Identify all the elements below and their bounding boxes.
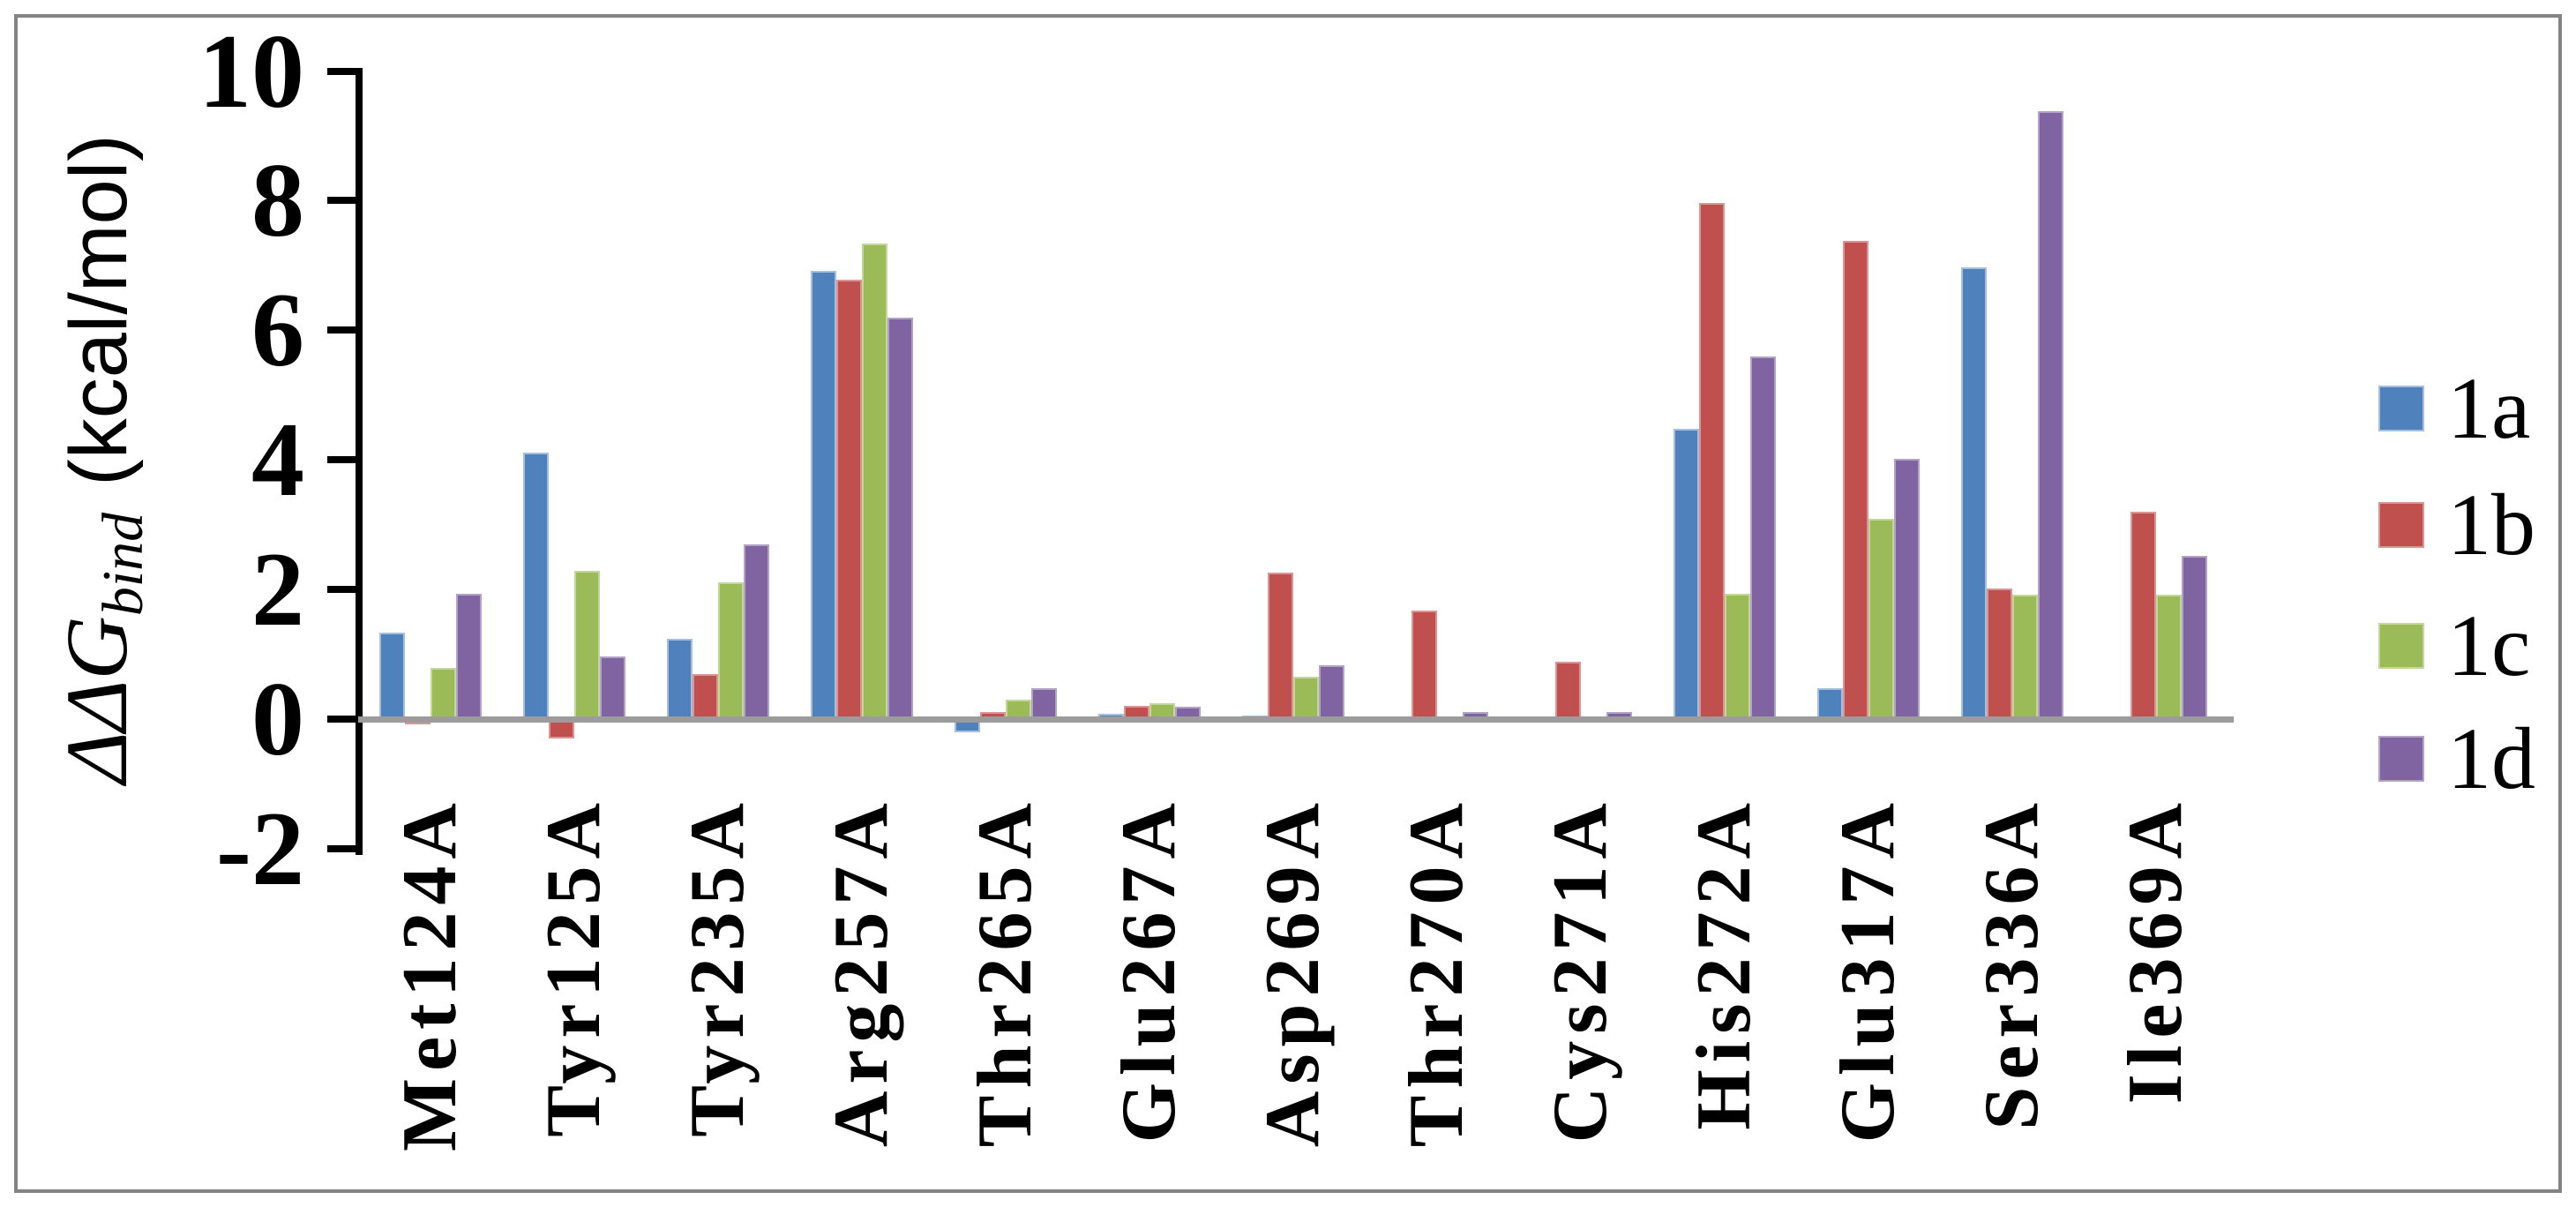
- bar-1a-Met124A: [379, 632, 405, 719]
- bar-1a-Arg257A: [811, 270, 836, 719]
- legend-label-1d: 1d: [2447, 709, 2535, 807]
- y-tick-mark-6: [327, 326, 356, 334]
- bar-1c-Tyr125A: [574, 570, 600, 719]
- bar-1b-Cys271A: [1555, 662, 1581, 719]
- y-tick-mark-4: [327, 456, 356, 464]
- bar-1b-Arg257A: [836, 280, 862, 719]
- bar-1d-Ser336A: [2038, 111, 2063, 719]
- bar-1b-Thr270A: [1412, 611, 1437, 719]
- bar-1b-Glu317A: [1843, 240, 1868, 719]
- bar-1b-Tyr235A: [693, 673, 718, 719]
- bar-1a-Ser336A: [1961, 267, 1987, 719]
- bar-1c-His272A: [1725, 593, 1750, 719]
- legend-swatch-1c: [2378, 623, 2424, 669]
- y-tick-label-8: 8: [251, 141, 304, 259]
- x-category-label-Glu317A: Glu317A: [1825, 796, 1911, 1143]
- bar-1c-Ser336A: [2012, 594, 2038, 719]
- legend-label-1b: 1b: [2447, 476, 2535, 574]
- x-category-label-Ile369A: Ile369A: [2113, 796, 2198, 1105]
- x-category-label-Asp269A: Asp269A: [1250, 796, 1336, 1148]
- y-tick-label-0: 0: [251, 660, 304, 777]
- x-category-label-Thr265A: Thr265A: [962, 796, 1048, 1148]
- y-tick-mark-0: [327, 716, 356, 723]
- y-tick-label-10: 10: [198, 11, 304, 130]
- bar-1d-His272A: [1750, 356, 1776, 719]
- y-tick-mark--2: [327, 844, 356, 852]
- bar-1a-His272A: [1674, 428, 1699, 719]
- x-axis-baseline: [358, 716, 2234, 723]
- x-category-label-Arg257A: Arg257A: [819, 796, 904, 1148]
- legend-label-1c: 1c: [2447, 596, 2531, 694]
- legend-swatch-1d: [2378, 736, 2424, 782]
- bar-1b-Asp269A: [1268, 573, 1293, 719]
- y-tick-label-2: 2: [251, 530, 304, 648]
- bar-1b-His272A: [1699, 202, 1725, 719]
- y-tick-label-4: 4: [251, 401, 304, 519]
- bar-1b-Ile369A: [2130, 511, 2156, 719]
- bar-1c-Arg257A: [862, 243, 887, 719]
- y-tick-mark-10: [327, 67, 356, 75]
- y-tick-label--2: -2: [216, 789, 304, 907]
- bar-1c-Glu317A: [1868, 519, 1894, 719]
- y-tick-mark-8: [327, 197, 356, 205]
- legend-swatch-1b: [2378, 502, 2424, 548]
- bar-1c-Asp269A: [1293, 676, 1319, 719]
- bar-1c-Ile369A: [2156, 594, 2182, 719]
- bar-1c-Met124A: [431, 667, 456, 719]
- x-category-label-Thr270A: Thr270A: [1394, 796, 1479, 1148]
- bar-1d-Tyr125A: [600, 656, 625, 719]
- legend-swatch-1a: [2378, 386, 2424, 431]
- bar-1d-Asp269A: [1319, 665, 1344, 719]
- y-axis-line: [356, 68, 363, 855]
- bar-1b-Ser336A: [1987, 588, 2012, 719]
- bar-1d-Tyr235A: [744, 544, 769, 719]
- bar-1d-Glu317A: [1894, 458, 1920, 719]
- x-category-label-Tyr125A: Tyr125A: [531, 796, 617, 1137]
- legend-label-1a: 1a: [2447, 359, 2531, 457]
- x-category-label-Cys271A: Cys271A: [1538, 796, 1623, 1143]
- bar-1d-Ile369A: [2182, 555, 2207, 719]
- y-tick-label-6: 6: [251, 271, 304, 389]
- x-category-label-Glu267A: Glu267A: [1106, 796, 1192, 1143]
- x-category-label-His272A: His272A: [1681, 796, 1767, 1130]
- x-category-label-Met124A: Met124A: [387, 796, 473, 1151]
- bar-1a-Glu317A: [1817, 688, 1843, 719]
- x-category-label-Ser336A: Ser336A: [1969, 796, 2055, 1130]
- bar-1d-Arg257A: [887, 317, 913, 719]
- bar-1c-Tyr235A: [718, 582, 744, 719]
- bar-1d-Met124A: [456, 594, 482, 719]
- bar-1a-Tyr125A: [523, 453, 549, 719]
- y-tick-mark-2: [327, 586, 356, 594]
- bar-1a-Tyr235A: [667, 638, 693, 719]
- bar-1d-Thr265A: [1031, 687, 1057, 719]
- x-category-label-Tyr235A: Tyr235A: [675, 796, 760, 1137]
